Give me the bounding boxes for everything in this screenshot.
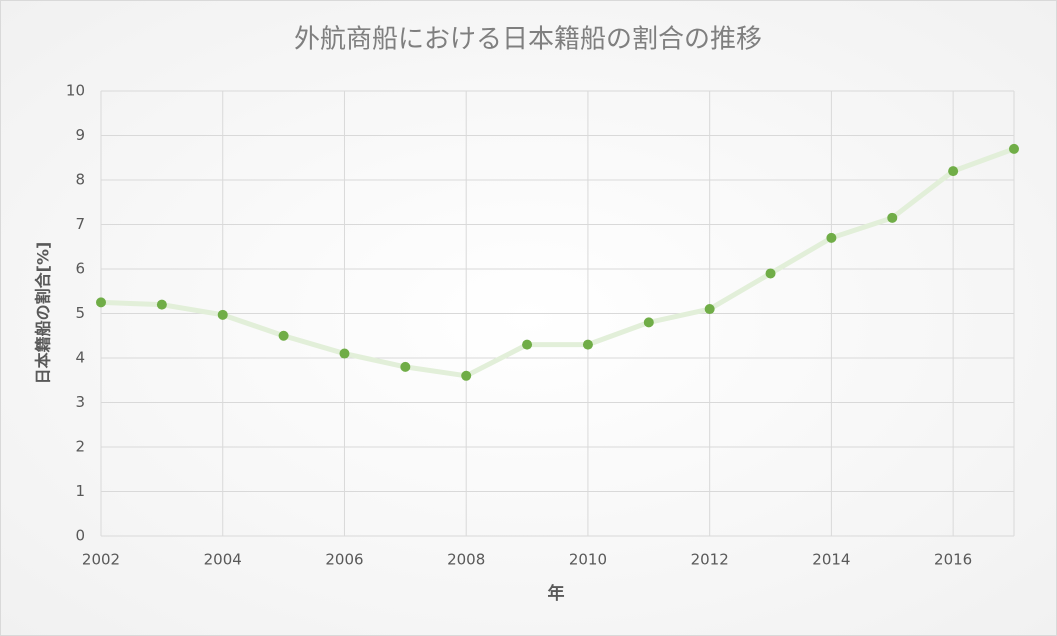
y-axis-label: 日本籍船の割合[%]: [34, 242, 53, 385]
x-tick-label: 2012: [691, 551, 729, 569]
data-point: [582, 339, 593, 350]
x-tick-label: 2002: [82, 551, 120, 569]
data-point: [522, 339, 533, 350]
data-point: [400, 361, 411, 372]
y-tick-label: 3: [75, 393, 85, 411]
y-tick-label: 1: [75, 482, 85, 500]
y-tick-label: 5: [75, 304, 85, 322]
y-tick-label: 7: [75, 215, 85, 233]
chart-title: 外航商船における日本籍船の割合の推移: [294, 25, 762, 55]
data-point: [887, 212, 898, 223]
x-tick-label: 2014: [812, 551, 850, 569]
x-tick-label: 2010: [569, 551, 607, 569]
y-tick-label: 0: [75, 527, 85, 545]
x-tick-label: 2004: [204, 551, 242, 569]
x-tick-label: 2006: [325, 551, 363, 569]
data-point: [765, 268, 776, 279]
data-point: [339, 348, 350, 359]
data-line: [100, 146, 1015, 379]
y-tick-label: 10: [66, 82, 85, 100]
data-point: [96, 297, 106, 308]
data-point: [826, 232, 837, 243]
data-point: [948, 166, 959, 177]
y-tick-label: 9: [75, 126, 85, 144]
x-tick-label: 2016: [934, 551, 972, 569]
x-axis-label: 年: [548, 583, 565, 604]
y-tick-label: 2: [75, 438, 85, 456]
data-point: [1009, 143, 1019, 154]
data-point: [217, 309, 228, 320]
x-tick-label: 2008: [447, 551, 485, 569]
data-point: [156, 299, 167, 310]
data-point: [643, 317, 654, 328]
y-tick-label: 8: [75, 171, 85, 189]
data-point: [278, 330, 289, 341]
data-point: [461, 370, 472, 381]
y-tick-label: 6: [75, 260, 85, 278]
data-point: [704, 304, 715, 315]
y-tick-label: 4: [75, 349, 85, 367]
